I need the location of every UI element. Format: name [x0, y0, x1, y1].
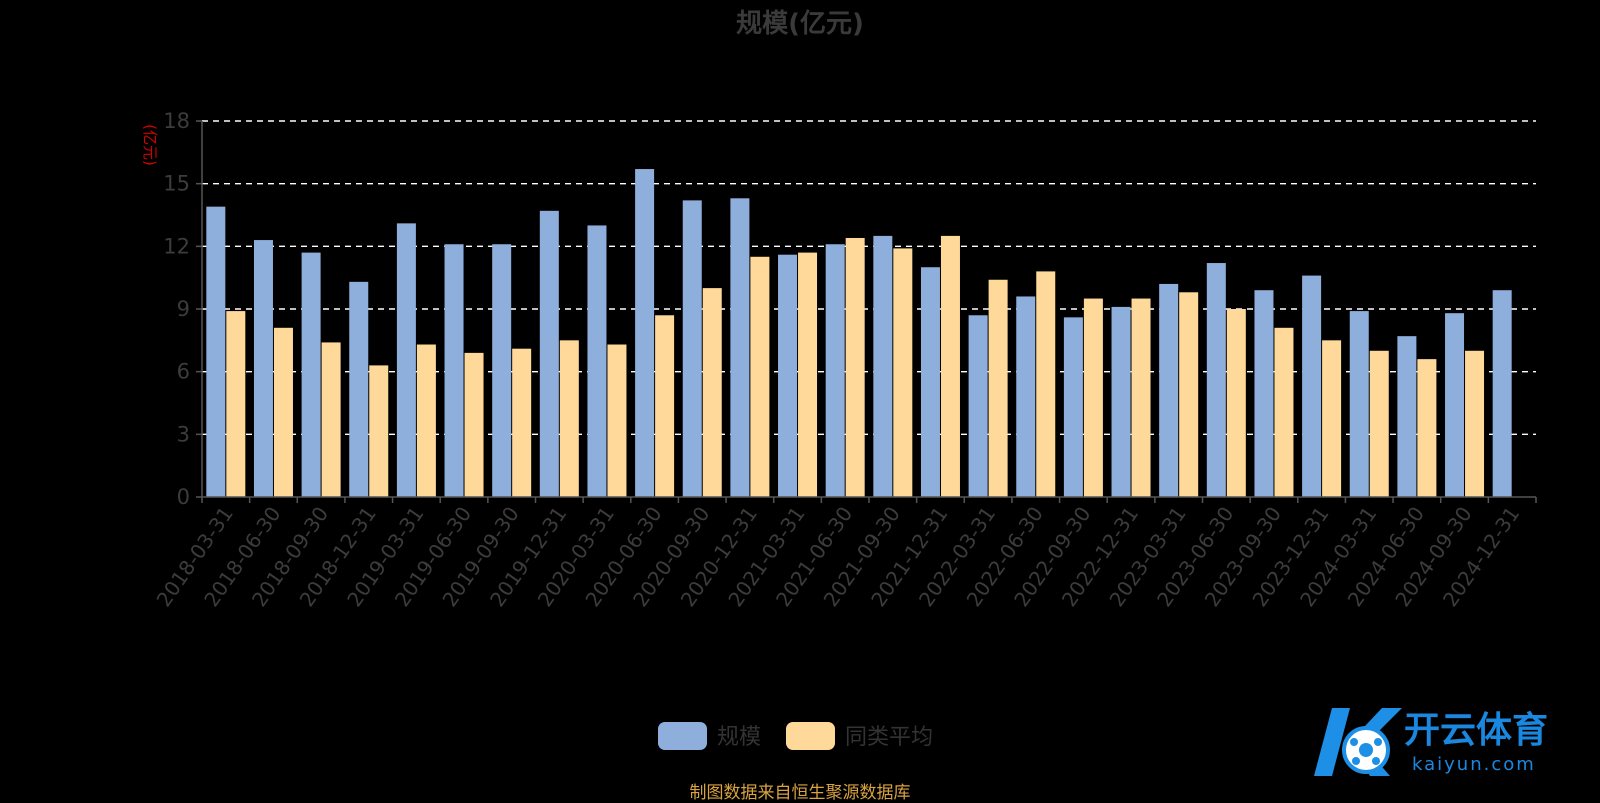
bar-scale	[1159, 283, 1179, 497]
bar-scale	[1445, 313, 1465, 497]
legend-label[interactable]: 同类平均	[845, 725, 933, 750]
bar-peer-average	[1369, 350, 1389, 497]
legend-swatch[interactable]	[786, 722, 835, 750]
y-axis-ticks: 0 3 6 9 12 15 18	[163, 109, 202, 509]
bar-scale	[1397, 336, 1417, 497]
bar-scale	[1302, 275, 1322, 497]
bar-peer-average	[940, 235, 960, 497]
bar-peer-average	[1179, 292, 1199, 497]
axes	[201, 121, 1536, 498]
bar-peer-average	[1226, 309, 1246, 497]
bar-peer-average	[416, 344, 436, 497]
y-tick-label: 18	[163, 109, 190, 133]
bar-peer-average	[1083, 298, 1103, 497]
x-axis-ticks: 2018-03-312018-06-302018-09-302018-12-31…	[152, 497, 1537, 611]
bar-scale	[349, 281, 369, 497]
y-tick-label: 12	[163, 234, 190, 258]
legend-swatch[interactable]	[658, 722, 707, 750]
bar-peer-average	[655, 315, 675, 497]
logo-mark-icon	[1314, 708, 1402, 776]
bar-peer-average	[1036, 271, 1056, 497]
bar-peer-average	[988, 279, 1008, 497]
watermark-cn: 开云体育	[1404, 710, 1548, 751]
source-note: 制图数据来自恒生聚源数据库	[689, 783, 911, 803]
bar-peer-average	[1417, 359, 1437, 497]
bar-peer-average	[273, 327, 293, 497]
bar-scale	[396, 223, 416, 497]
y-axis-unit: (亿元)	[141, 124, 159, 166]
bar-peer-average	[798, 252, 818, 497]
y-tick-label: 15	[163, 172, 190, 196]
bar-peer-average	[1322, 340, 1342, 497]
bar-peer-average	[321, 342, 341, 497]
bar-scale	[1254, 290, 1274, 497]
bar-scale	[1349, 311, 1369, 497]
bar-scale	[253, 240, 273, 498]
bar-peer-average	[750, 256, 770, 497]
bar-peer-average	[1465, 350, 1485, 497]
bar-scale	[682, 200, 702, 497]
bar-scale	[539, 210, 559, 498]
legend: 规模 同类平均	[658, 722, 933, 750]
bar-scale	[873, 235, 893, 497]
bar-scale	[1063, 317, 1083, 497]
bar-peer-average	[226, 311, 246, 497]
bar-peer-average	[559, 340, 579, 497]
kaiyun-logo: 开云体育 kaiyun.com	[1314, 708, 1548, 776]
bar-peer-average	[893, 248, 913, 497]
legend-label[interactable]: 规模	[717, 725, 761, 750]
bar-peer-average	[1274, 327, 1294, 497]
bar-scale	[444, 244, 464, 497]
chart-title: 规模(亿元)	[736, 9, 864, 39]
bar-scale	[587, 225, 607, 497]
bar-peer-average	[1131, 298, 1151, 497]
bar-peer-average	[464, 352, 484, 497]
bar-peer-average	[845, 237, 865, 497]
bar-scale	[301, 252, 321, 497]
bar-scale	[825, 244, 845, 497]
watermark-en: kaiyun.com	[1412, 754, 1536, 775]
bar-scale	[492, 244, 512, 497]
bar-scale	[635, 169, 655, 498]
bar-scale	[730, 198, 750, 498]
y-tick-label: 6	[177, 360, 190, 384]
bars	[206, 169, 1512, 498]
y-tick-label: 9	[177, 297, 190, 321]
bar-scale	[968, 315, 988, 497]
bar-scale	[1492, 290, 1512, 497]
bar-peer-average	[369, 365, 389, 497]
bar-peer-average	[702, 288, 722, 497]
y-tick-label: 3	[177, 422, 190, 446]
bar-peer-average	[512, 348, 532, 497]
y-tick-label: 0	[177, 485, 190, 509]
bar-scale	[1016, 296, 1036, 497]
bar-peer-average	[607, 344, 627, 497]
bar-scale	[1206, 263, 1226, 497]
bar-scale	[778, 254, 798, 497]
bar-scale	[1111, 306, 1131, 497]
bar-scale	[920, 267, 940, 497]
bar-scale	[206, 206, 226, 497]
